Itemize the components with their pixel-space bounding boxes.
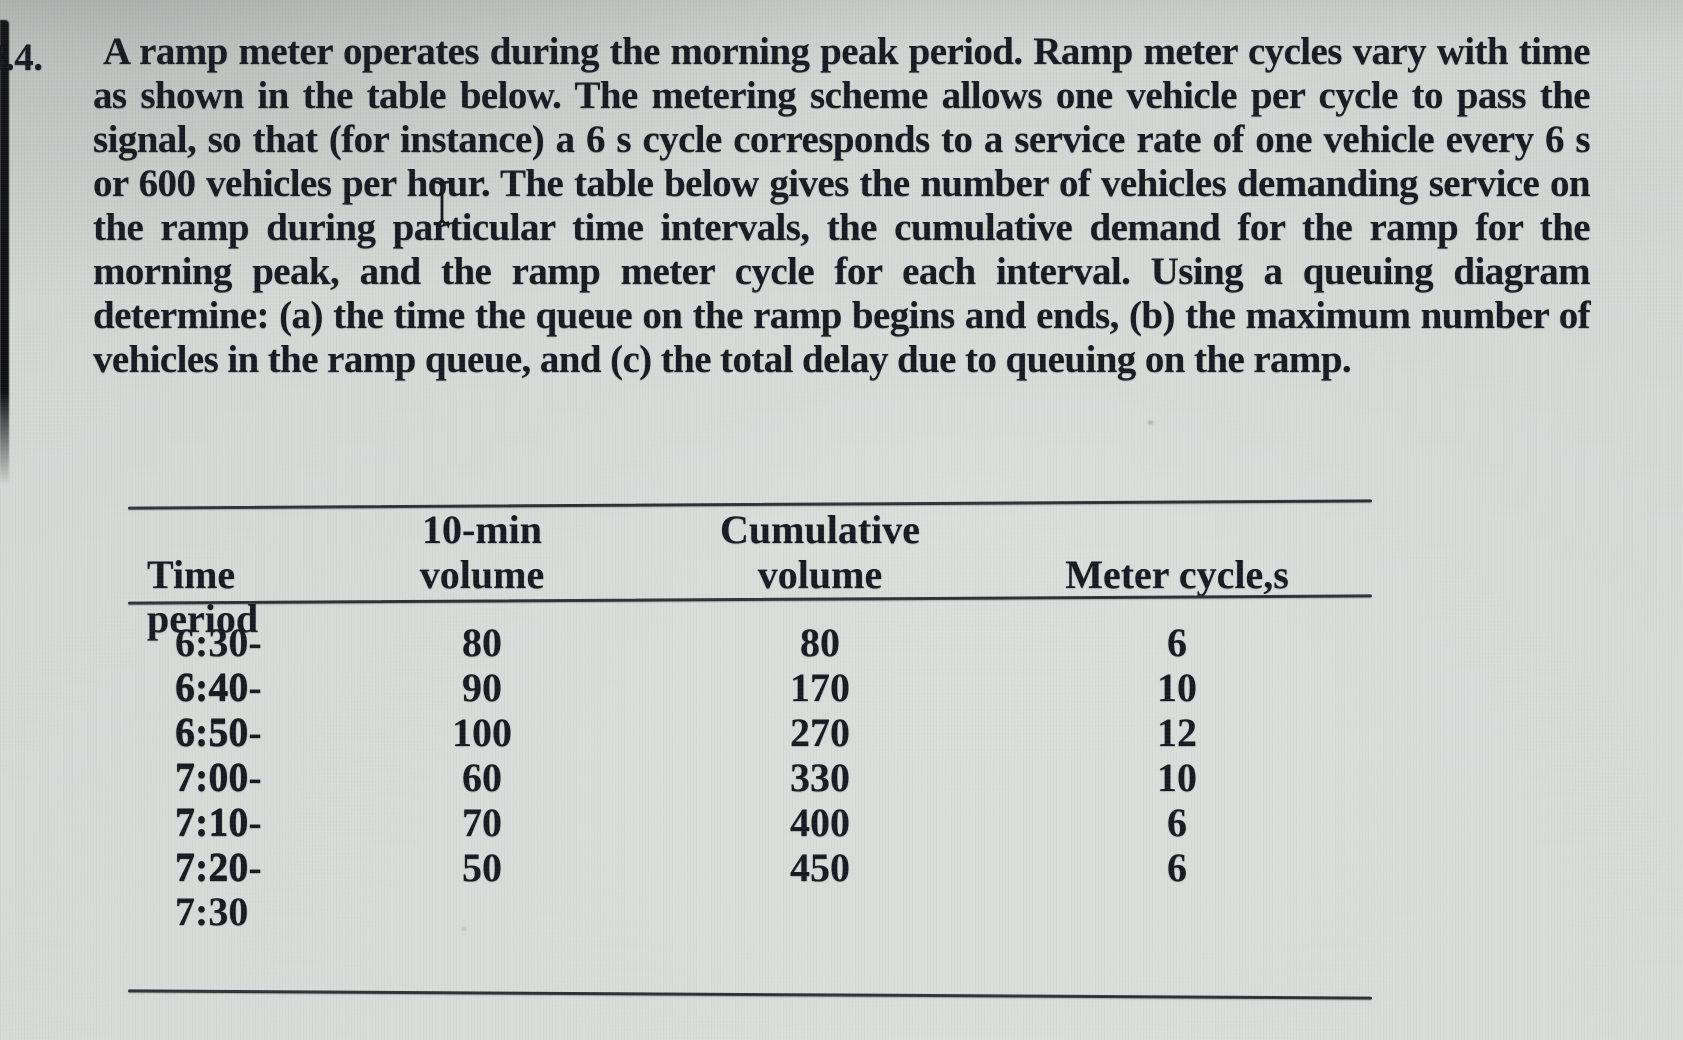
cell-time-period: 6:40-6:50 (175, 665, 262, 754)
table-row: 6:50-7:00 100 270 12 (128, 711, 1360, 799)
header-meter-cycle: Meter cycle,s (1065, 552, 1289, 597)
cell-cumulative-volume: 170 (790, 665, 850, 710)
cell-meter-cycle: 6 (1167, 800, 1187, 845)
cell-time-period: 6:30-6:40 (175, 620, 262, 709)
cell-meter-cycle: 6 (1167, 620, 1187, 665)
cell-time-period: 7:20-7:30 (175, 845, 262, 934)
cell-time-period: 6:50-7:00 (175, 710, 262, 799)
cell-cumulative-volume: 400 (790, 800, 850, 845)
problem-number: 8.4. (0, 36, 43, 79)
cell-10min-volume: 50 (462, 845, 502, 890)
photo-speck (1146, 419, 1155, 426)
problem-statement: A ramp meter operates during the morning… (93, 30, 1591, 381)
table-row: 7:00-7:10 60 330 10 (128, 756, 1360, 844)
header-10min-volume-line2: volume (419, 552, 545, 597)
cell-cumulative-volume: 450 (790, 845, 850, 890)
cell-cumulative-volume: 330 (790, 755, 850, 800)
table-bottom-rule (128, 989, 1372, 1000)
cell-10min-volume: 60 (462, 755, 502, 800)
table-row: 6:30-6:40 80 80 6 (128, 621, 1360, 709)
i-beam-cursor (433, 180, 451, 226)
header-10min-volume-line1: 10-min (422, 507, 542, 552)
cell-meter-cycle: 12 (1157, 710, 1197, 755)
cell-10min-volume: 70 (462, 800, 502, 845)
cell-meter-cycle: 6 (1167, 845, 1187, 890)
ramp-meter-table: 10-min Cumulative Time period volume vol… (128, 499, 1372, 1001)
table-row: 7:10-7:20 70 400 6 (128, 801, 1360, 889)
cell-10min-volume: 90 (462, 665, 502, 710)
cell-10min-volume: 80 (462, 620, 502, 665)
cell-cumulative-volume: 270 (790, 710, 850, 755)
table-header-line-1: 10-min Cumulative (128, 508, 1360, 552)
cell-time-period: 7:00-7:10 (175, 755, 262, 844)
cell-10min-volume: 100 (452, 710, 512, 755)
header-cumulative-volume-line1: Cumulative (720, 507, 920, 552)
cell-meter-cycle: 10 (1157, 665, 1197, 710)
table-row: 6:40-6:50 90 170 10 (128, 666, 1360, 754)
cell-cumulative-volume: 80 (800, 620, 840, 665)
page-edge-shadow (0, 20, 9, 485)
table-row: 7:20-7:30 50 450 6 (128, 846, 1360, 934)
header-cumulative-volume-line2: volume (757, 552, 883, 597)
cell-meter-cycle: 10 (1157, 755, 1197, 800)
cell-time-period: 7:10-7:20 (175, 800, 262, 889)
